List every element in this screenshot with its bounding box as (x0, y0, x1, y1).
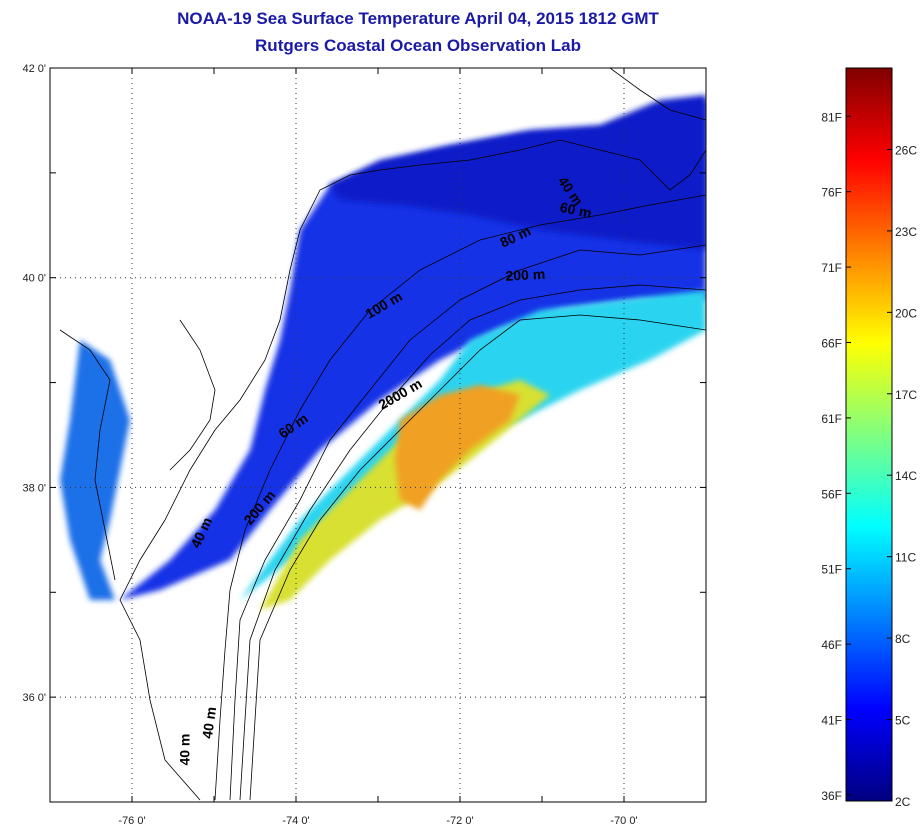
colorbar-c-label: 8C (895, 632, 911, 646)
colorbar-f-label: 56F (821, 487, 842, 501)
colorbar-f-label: 46F (821, 638, 842, 652)
latitude-axis: 42 0' 40 0' 38 0' 36 0' (22, 63, 706, 803)
map-title: NOAA-19 Sea Surface Temperature April 04… (177, 9, 659, 28)
colorbar-c-label: 2C (895, 795, 911, 809)
lon-tick-label: -72 0' (446, 815, 473, 827)
lat-tick-label: 42 0' (22, 63, 46, 75)
colorbar-f-label: 61F (821, 412, 842, 426)
slope-water-region (210, 290, 706, 630)
coastline (59, 68, 706, 801)
colorbar-f-label: 51F (821, 563, 842, 577)
longitude-axis: -76 0' -74 0' -72 0' -70 0' (49, 68, 707, 827)
colorbar-f-label: 36F (821, 789, 842, 803)
contour-label: 40 m (176, 734, 192, 766)
lon-tick-label: -70 0' (610, 815, 637, 827)
colorbar-gradient (845, 67, 893, 802)
colorbar-f-label: 81F (821, 110, 842, 124)
contour-label: 60 m (559, 199, 594, 221)
fahrenheit-scale: 81F 76F 71F 66F 61F 56F 51F 46F 41F 36F (821, 110, 851, 803)
gulf-of-maine-region (330, 95, 706, 250)
colorbar-c-label: 17C (895, 388, 917, 402)
colorbar-c-label: 26C (895, 143, 917, 157)
lat-tick-label: 38 0' (22, 482, 46, 494)
coastal-water-region (60, 340, 130, 600)
sst-field (60, 95, 706, 630)
lat-tick-label: 40 0' (22, 273, 46, 285)
lat-tick-label: 36 0' (22, 692, 46, 704)
colorbar-f-label: 41F (821, 714, 842, 728)
colorbar-c-label: 14C (895, 469, 917, 483)
colorbar-c-label: 11C (895, 551, 916, 565)
lon-tick-label: -74 0' (282, 815, 309, 827)
warm-core-region (395, 385, 520, 510)
lon-tick-label: -76 0' (118, 815, 145, 827)
colorbar-c-label: 5C (895, 714, 911, 728)
celsius-scale: 26C 23C 20C 17C 14C 11C 8C 5C 2C (887, 143, 917, 809)
colorbar-f-label: 71F (821, 261, 842, 275)
temperature-colorbar: 81F 76F 71F 66F 61F 56F 51F 46F 41F 36F 26C 23C 20C… (821, 67, 917, 809)
colorbar-f-label: 66F (821, 336, 842, 350)
map-subtitle: Rutgers Coastal Ocean Observation Lab (255, 36, 581, 55)
colorbar-c-label: 20C (895, 306, 917, 320)
bathymetry-contours (214, 194, 706, 801)
contour-label: 200 m (505, 266, 545, 284)
colorbar-f-label: 76F (821, 186, 842, 200)
contour-label: 40 m (199, 706, 219, 740)
colorbar-c-label: 23C (895, 225, 917, 239)
